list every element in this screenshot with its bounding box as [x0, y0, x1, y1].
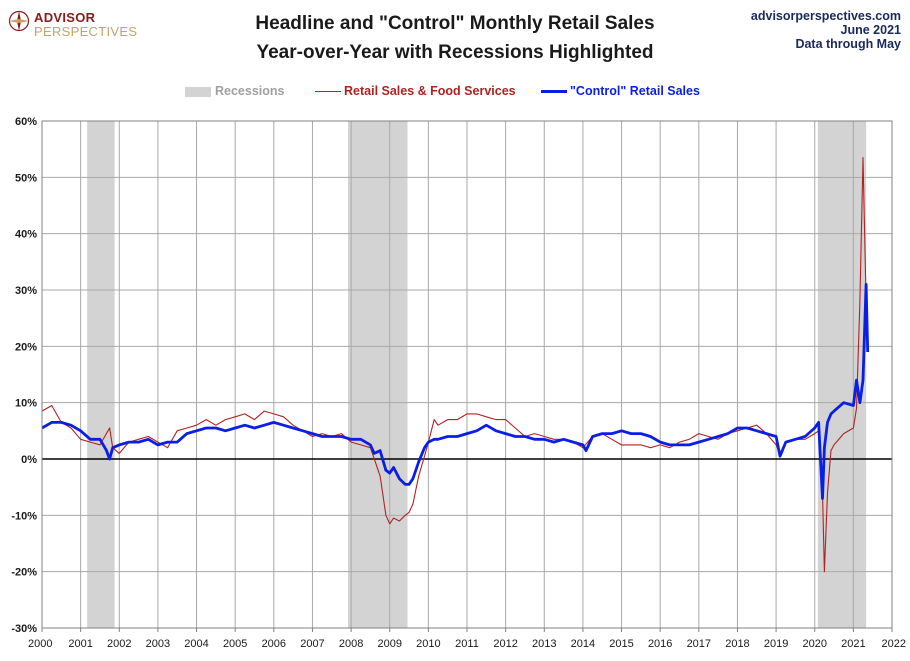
x-tick-label: 2022	[882, 638, 906, 650]
y-tick-label: 30%	[15, 285, 37, 297]
x-tick-label: 2012	[493, 638, 517, 650]
x-tick-label: 2014	[571, 638, 595, 650]
legend-label-recessions: Recessions	[215, 84, 285, 98]
y-tick-label: -20%	[11, 567, 37, 579]
source-date: June 2021	[840, 23, 901, 37]
x-tick-label: 2021	[841, 638, 865, 650]
legend-label-control: "Control" Retail Sales	[570, 84, 700, 98]
x-tick-label: 2002	[107, 638, 131, 650]
legend-swatch-recessions	[185, 87, 211, 97]
x-axis-ticks: 2000 2001 2002 2003 2004 2005 2006 2007 2008 2009…	[28, 628, 906, 650]
x-tick-label: 2019	[764, 638, 788, 650]
x-tick-label: 2006	[262, 638, 286, 650]
compass-rose-icon	[8, 10, 30, 32]
y-axis-ticks: -30% -20% -10% 0% 10% 20% 30% 40% 50% 60%	[11, 116, 37, 635]
legend-swatch-control	[541, 90, 567, 93]
y-tick-label: 50%	[15, 172, 37, 184]
x-tick-label: 2001	[68, 638, 92, 650]
y-tick-label: 0%	[21, 454, 37, 466]
x-tick-label: 2008	[339, 638, 363, 650]
x-tick-label: 2016	[648, 638, 672, 650]
logo-text-perspectives: PERSPECTIVES	[34, 24, 138, 39]
y-tick-label: -10%	[11, 510, 37, 522]
series-line-headline	[41, 157, 868, 573]
x-tick-label: 2013	[532, 638, 556, 650]
source-data-through: Data through May	[795, 37, 901, 51]
x-tick-label: 2011	[455, 638, 479, 650]
x-tick-label: 2020	[802, 638, 826, 650]
x-tick-label: 2004	[184, 638, 208, 650]
x-tick-label: 2007	[300, 638, 324, 650]
logo-text-advisor: ADVISOR	[34, 10, 96, 25]
chart-title-line2: Year-over-Year with Recessions Highlight…	[256, 42, 654, 63]
x-tick-label: 2015	[609, 638, 633, 650]
chart-legend: Recessions Retail Sales & Food Services …	[185, 84, 745, 100]
x-tick-label: 2003	[146, 638, 170, 650]
recession-band-1	[87, 121, 115, 628]
legend-label-headline: Retail Sales & Food Services	[344, 84, 516, 98]
source-website: advisorperspectives.com	[750, 9, 901, 23]
gridlines	[41, 120, 893, 629]
y-tick-label: 10%	[15, 398, 37, 410]
chart-title-line1: Headline and "Control" Monthly Retail Sa…	[255, 13, 655, 34]
series-line-control	[41, 282, 870, 500]
y-tick-label: 20%	[15, 341, 37, 353]
y-tick-label: 40%	[15, 229, 37, 241]
x-tick-label: 2000	[28, 638, 52, 650]
recession-band-2	[348, 121, 408, 628]
x-tick-label: 2005	[223, 638, 247, 650]
x-tick-label: 2010	[416, 638, 440, 650]
x-tick-label: 2009	[377, 638, 401, 650]
advisor-perspectives-logo: ADVISOR PERSPECTIVES	[8, 9, 138, 39]
data-series	[41, 157, 870, 573]
y-tick-label: -30%	[11, 623, 37, 635]
x-tick-label: 2018	[725, 638, 749, 650]
legend-swatch-headline	[315, 91, 341, 92]
x-tick-label: 2017	[687, 638, 711, 650]
recession-bands	[87, 121, 867, 628]
y-tick-label: 60%	[15, 116, 37, 128]
